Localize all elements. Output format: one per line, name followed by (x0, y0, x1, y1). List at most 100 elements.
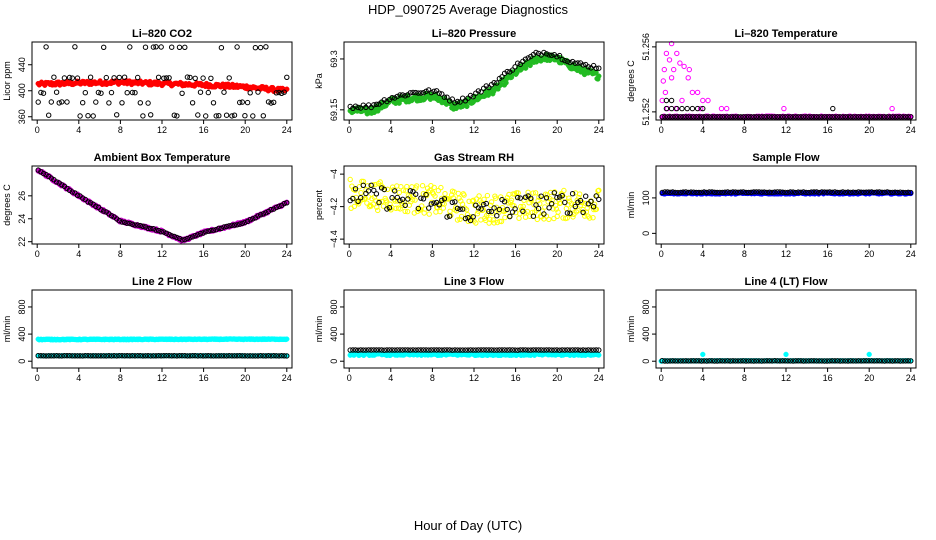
data-point (158, 353, 164, 359)
panel-2: Li–820 Pressure kPa 0 4 8 12 16 20 24 69.15 69.3 (314, 28, 605, 135)
x-tick-label: 8 (118, 125, 123, 135)
data-point (145, 100, 151, 106)
data-point (478, 89, 484, 95)
data-point (402, 93, 408, 99)
data-point (874, 189, 880, 195)
data-point (719, 189, 726, 196)
data-point (680, 114, 686, 120)
x-tick-label: 20 (552, 373, 562, 383)
x-tick-label: 12 (781, 125, 791, 135)
data-point (386, 205, 393, 211)
data-point (461, 192, 467, 198)
data-point (415, 205, 421, 212)
data-point (493, 195, 499, 201)
data-point (566, 195, 572, 201)
data-point (53, 353, 60, 359)
x-tick-label: 12 (157, 125, 167, 135)
y-axis-label: ml/min (626, 192, 636, 219)
data-point (496, 206, 503, 213)
data-point (376, 199, 382, 206)
data-point (689, 105, 696, 112)
panel-3: Li–820 Temperature degrees C 0 4 8 12 16 20 24 51… (626, 28, 917, 135)
data-point (892, 189, 898, 195)
data-point (59, 99, 65, 105)
data-point (787, 189, 794, 195)
data-point (247, 90, 253, 96)
data-point (66, 353, 73, 359)
x-tick-label: 12 (469, 373, 479, 383)
data-point (153, 44, 159, 50)
data-point (672, 114, 678, 120)
data-point (509, 209, 516, 215)
data-point (420, 90, 427, 96)
data-point (866, 351, 872, 358)
data-point (663, 50, 670, 57)
data-point (813, 189, 820, 195)
data-point (410, 89, 416, 96)
data-point (192, 75, 198, 82)
data-point (503, 80, 509, 86)
data-point (730, 189, 736, 195)
data-point (740, 189, 746, 195)
data-point (546, 216, 552, 223)
data-point (239, 353, 246, 359)
data-point (129, 353, 136, 359)
x-tick-label: 4 (700, 125, 705, 135)
data-point (93, 99, 99, 105)
data-point (700, 97, 706, 104)
data-point (855, 189, 862, 195)
x-tick-label: 0 (35, 373, 40, 383)
data-point (166, 353, 172, 359)
data-point (195, 232, 201, 238)
data-point (803, 114, 809, 120)
data-point (69, 75, 76, 81)
x-tick-label: 8 (118, 249, 123, 259)
data-point (169, 233, 175, 239)
y-tick-label: 22 (17, 237, 27, 247)
data-point (140, 113, 146, 119)
data-point (834, 114, 841, 120)
data-point (145, 353, 151, 359)
data-point (803, 189, 809, 196)
x-tick-label: 24 (594, 249, 604, 259)
data-point (774, 189, 781, 195)
data-point (473, 220, 479, 226)
data-point (693, 114, 699, 120)
data-point (155, 74, 162, 81)
data-point (38, 353, 44, 359)
data-point (252, 353, 259, 359)
data-point (567, 210, 573, 216)
data-point (596, 352, 602, 358)
data-point (564, 210, 571, 216)
data-point (51, 74, 57, 80)
data-point (842, 189, 849, 196)
data-point (845, 189, 851, 195)
data-point (866, 114, 872, 120)
data-point (205, 228, 212, 234)
data-point (884, 189, 890, 195)
data-point (732, 189, 739, 195)
data-point (350, 195, 356, 202)
data-point (790, 114, 796, 120)
x-tick-label: 24 (594, 373, 604, 383)
data-point (863, 189, 869, 195)
data-point (384, 206, 390, 212)
data-point (467, 92, 474, 99)
data-point (163, 230, 170, 236)
x-tick-label: 8 (742, 373, 747, 383)
data-point (355, 104, 361, 111)
x-tick-label: 8 (430, 373, 435, 383)
data-point (515, 60, 521, 66)
data-point (111, 75, 117, 81)
data-point (583, 193, 589, 199)
data-point (743, 114, 749, 120)
data-point (161, 75, 167, 81)
data-point (486, 208, 492, 215)
data-point (48, 99, 54, 105)
data-point (679, 105, 685, 112)
data-point (163, 353, 170, 359)
data-point (777, 114, 783, 120)
x-tick-label: 16 (199, 125, 209, 135)
data-point (800, 189, 807, 195)
data-point (419, 183, 426, 189)
